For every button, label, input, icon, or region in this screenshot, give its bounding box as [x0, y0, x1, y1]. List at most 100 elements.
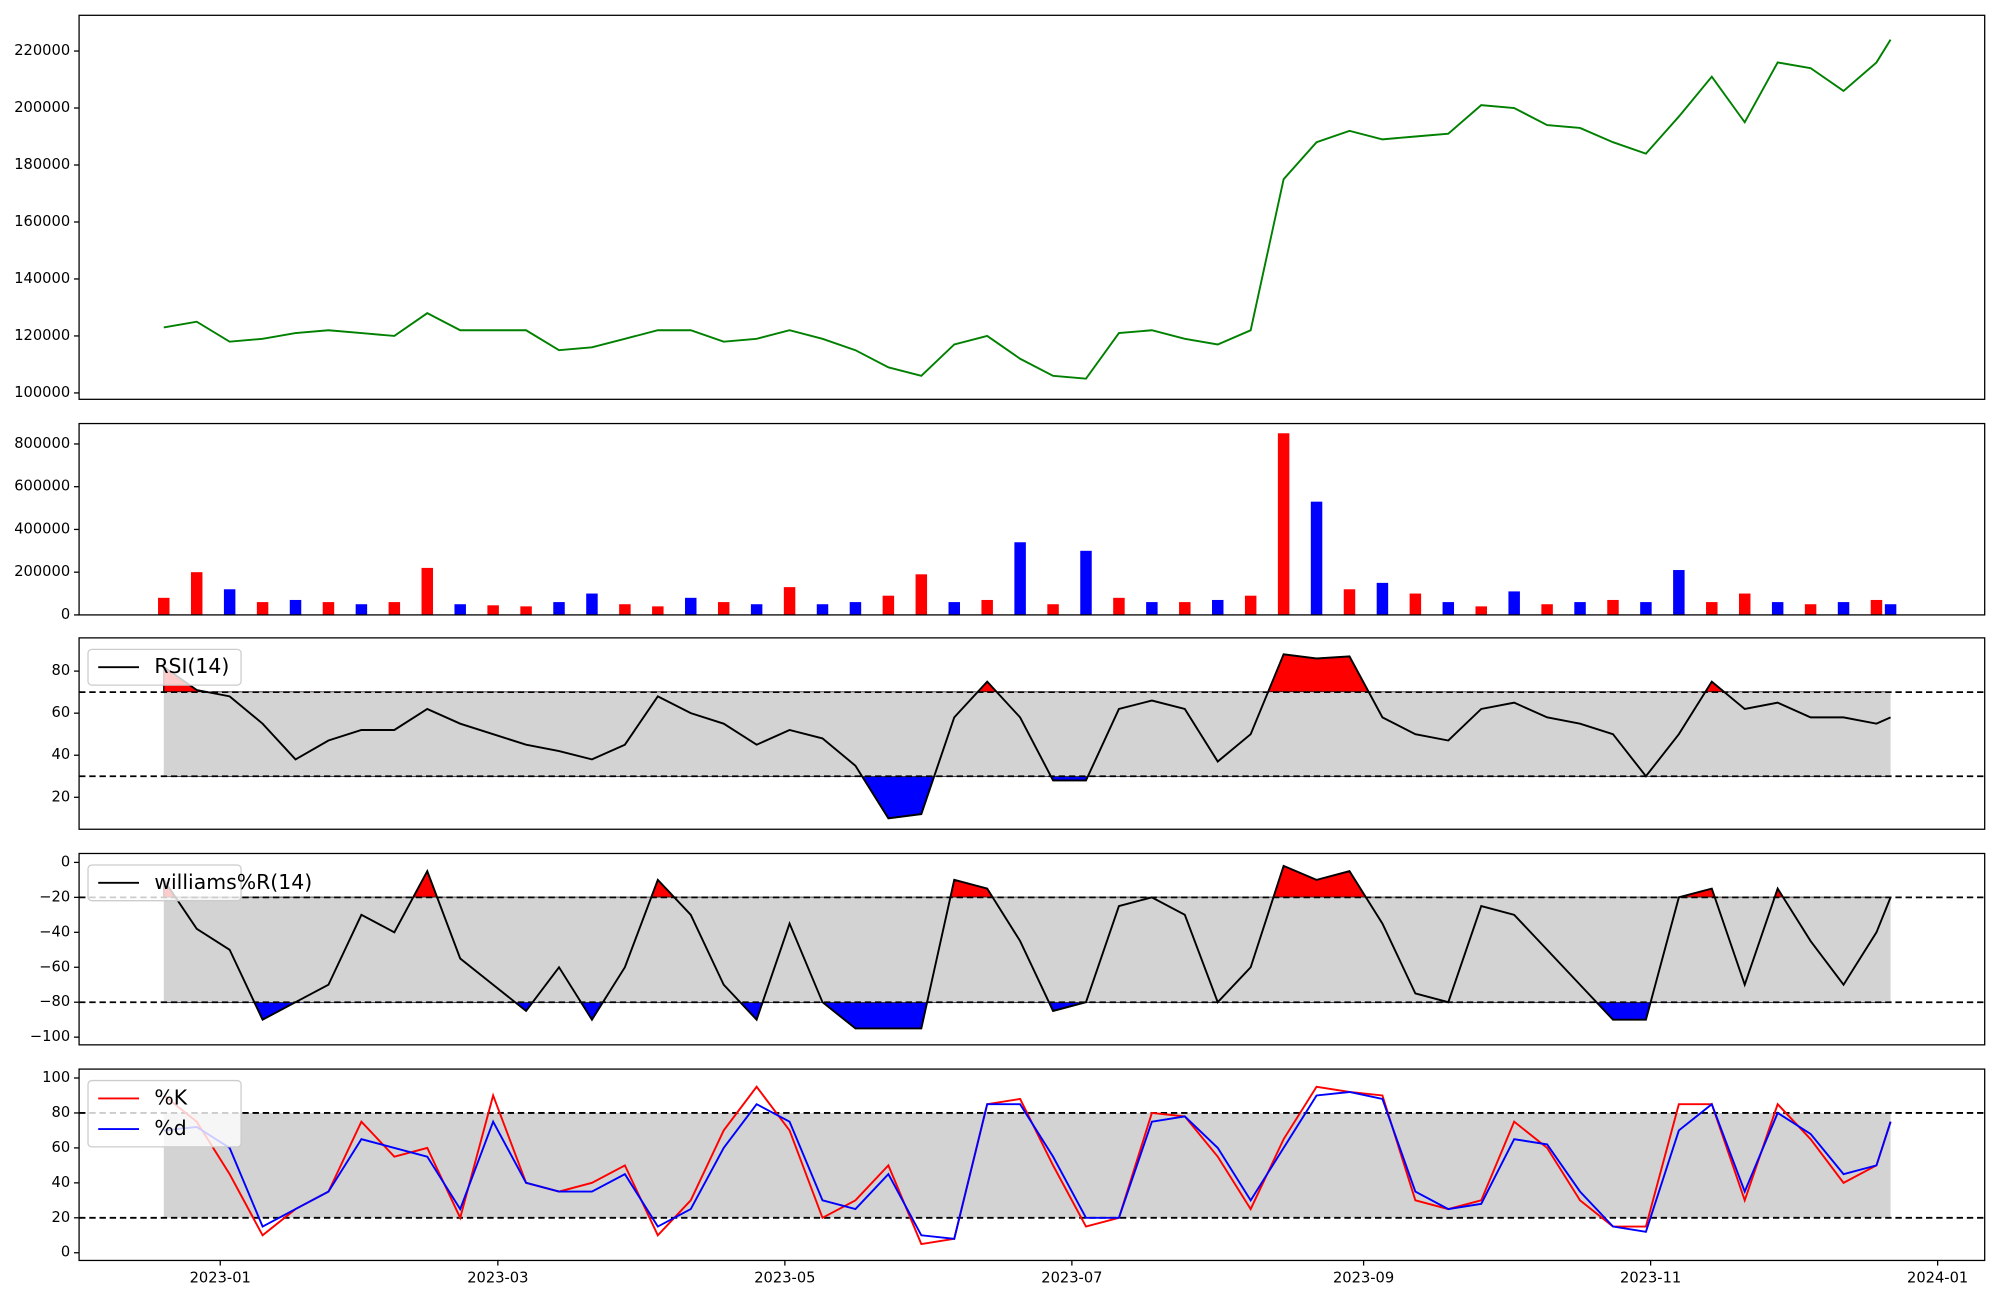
panel: 100000 120000 140000 160000 180000 200000 2200… — [14, 14, 1986, 401]
y-tick-label: 60 — [51, 704, 70, 721]
volume-bar — [1804, 604, 1817, 615]
panel: 0 20 40 60 80 100 2023-01 2023-03 2023-05 2023-07… — [42, 1068, 1986, 1286]
x-tick-label: 2023-11 — [1620, 1269, 1681, 1286]
volume-bar — [1014, 542, 1026, 615]
volume-bar — [717, 602, 730, 615]
volume-bar — [586, 593, 598, 615]
volume-bar — [1508, 591, 1520, 615]
volume-bar — [1884, 604, 1897, 615]
y-tick-label: 100000 — [14, 384, 70, 401]
volume-bar — [1870, 599, 1883, 615]
volume-bar — [553, 602, 565, 615]
volume-bar — [981, 599, 993, 615]
volume-bar — [1475, 606, 1487, 615]
volume-bar — [1640, 602, 1652, 615]
y-tick-label: 80 — [51, 662, 70, 679]
series-line — [163, 1091, 1892, 1240]
volume-bar — [1738, 593, 1751, 615]
volume-bar — [1179, 602, 1191, 615]
y-tick-label: 400000 — [14, 520, 70, 537]
y-tick-label: 20 — [51, 788, 70, 805]
y-tick-label: 0 — [61, 1244, 70, 1261]
panel-frame — [78, 852, 1986, 1046]
panel: 20 40 60 80 RSI(14) — [51, 637, 1986, 830]
volume-bar — [1837, 602, 1850, 615]
x-tick-label: 2024-01 — [1907, 1269, 1968, 1286]
volume-bar — [948, 602, 960, 615]
legend-label: williams%R(14) — [154, 870, 312, 894]
panel: 0 200000 400000 600000 800000 — [14, 422, 1986, 623]
x-tick-label: 2023-05 — [754, 1269, 815, 1286]
panel-frame — [78, 1068, 1986, 1262]
legend-label: %d — [154, 1116, 186, 1140]
volume-bar — [1277, 433, 1290, 615]
y-tick-label: −100 — [30, 1028, 70, 1045]
oversold-fill — [163, 1002, 1892, 1030]
y-tick-label: −20 — [39, 888, 70, 905]
volume-bar — [1409, 593, 1422, 615]
y-tick-label: 80 — [51, 1104, 70, 1121]
volume-bar — [1244, 595, 1257, 615]
volume-bar — [1080, 550, 1092, 615]
volume-bar — [190, 572, 203, 615]
volume-bar — [520, 606, 532, 615]
panel-frame — [78, 637, 1986, 830]
y-tick-label: 40 — [51, 1174, 70, 1191]
panel-frame — [78, 422, 1986, 616]
volume-bar — [816, 604, 829, 615]
volume-bar — [1442, 602, 1455, 615]
y-tick-label: −60 — [39, 958, 70, 975]
volume-bar — [750, 604, 763, 615]
y-tick-label: 800000 — [14, 435, 70, 452]
series-line — [163, 653, 1891, 820]
legend-box — [87, 864, 242, 902]
y-tick-label: 180000 — [14, 156, 70, 173]
volume-bar — [1706, 602, 1718, 615]
volume-bar — [619, 604, 631, 615]
volume-bar — [1212, 599, 1224, 615]
volume-bar — [1541, 604, 1553, 615]
volume-bar — [915, 574, 928, 615]
volume-bar — [1673, 570, 1685, 615]
volume-bar — [1146, 602, 1158, 615]
y-tick-label: 40 — [51, 746, 70, 763]
volume-bar — [421, 567, 434, 615]
y-tick-label: 200000 — [14, 563, 70, 580]
panel-frame — [78, 14, 1986, 400]
neutral-band — [163, 897, 1891, 1003]
volume-bar — [652, 606, 664, 615]
legend-label: %K — [154, 1085, 187, 1109]
volume-bar — [849, 602, 862, 615]
y-tick-label: 0 — [61, 853, 70, 870]
volume-bar — [322, 602, 335, 615]
volume-bar — [487, 605, 499, 615]
x-tick-label: 2023-01 — [190, 1269, 251, 1286]
y-tick-label: 200000 — [14, 99, 70, 116]
volume-bar — [1574, 602, 1586, 615]
volume-bar — [223, 589, 236, 615]
y-tick-label: 20 — [51, 1209, 70, 1226]
series-line — [163, 39, 1892, 380]
volume-bar — [1607, 599, 1619, 615]
overbought-fill — [163, 653, 1892, 693]
volume-bar — [256, 602, 269, 615]
volume-bar — [1376, 582, 1389, 615]
neutral-band — [163, 1112, 1891, 1218]
y-tick-label: 140000 — [14, 270, 70, 287]
volume-bar — [783, 587, 796, 615]
volume-bar — [1310, 501, 1323, 615]
legend-box — [87, 648, 242, 686]
y-tick-label: 100 — [42, 1069, 70, 1086]
volume-bar — [685, 597, 697, 615]
y-tick-label: 220000 — [14, 42, 70, 59]
x-tick-label: 2023-09 — [1333, 1269, 1394, 1286]
volume-bar — [882, 595, 895, 615]
volume-bar — [1047, 604, 1059, 615]
volume-bar — [1771, 602, 1784, 615]
y-tick-label: −80 — [39, 993, 70, 1010]
neutral-band — [163, 692, 1891, 777]
x-tick-label: 2023-03 — [467, 1269, 528, 1286]
panel: −100 −80 −60 −40 −20 0 williams%R(14) — [30, 852, 1986, 1046]
